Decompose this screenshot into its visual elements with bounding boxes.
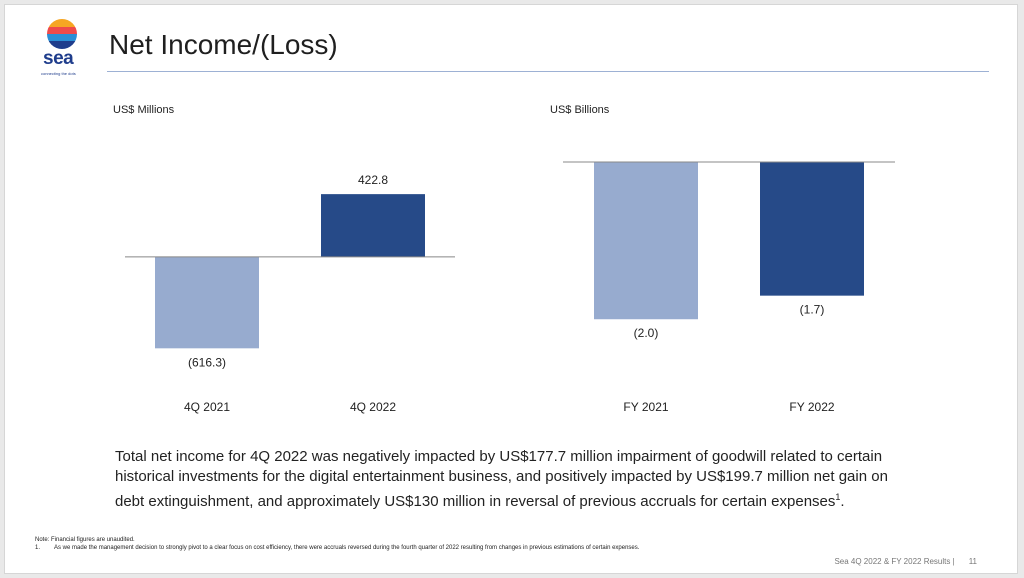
footnote-1: 1. As we made the management decision to … [35, 545, 639, 551]
note-unaudited: Note: Financial figures are unaudited. [35, 537, 135, 543]
bar-4q-2021 [155, 256, 259, 349]
data-label: 422.8 [358, 173, 388, 187]
logo-tagline: connecting the dots [41, 71, 76, 76]
data-label: (616.3) [188, 355, 226, 369]
footer: Sea 4Q 2022 & FY 2022 Results | 11 [834, 557, 977, 566]
bar-4q-2022 [321, 194, 425, 257]
title-divider [107, 71, 989, 72]
sea-logo: sea connecting the dots [41, 19, 81, 81]
net-income-annual-chart: (2.0) FY 2021 (1.7) FY 2022 [563, 161, 895, 414]
page-title: Net Income/(Loss) [109, 29, 338, 60]
category-label: FY 2021 [623, 400, 668, 414]
footnote-ref: 1 [835, 492, 841, 502]
net-income-quarterly-chart: (616.3) 4Q 2021 422.8 4Q 2022 [125, 173, 455, 414]
data-label: (1.7) [800, 303, 825, 317]
commentary-text: Total net income for 4Q 2022 was negativ… [115, 447, 915, 512]
bar-fy-2021 [594, 162, 698, 320]
logo-wordmark: sea [43, 48, 74, 69]
category-label: 4Q 2022 [350, 400, 396, 414]
commentary-body: Total net income for 4Q 2022 was negativ… [115, 448, 888, 510]
footnote-text: As we made the management decision to st… [54, 545, 640, 551]
category-label: 4Q 2021 [184, 400, 230, 414]
commentary-end: . [840, 493, 845, 510]
left-chart-unit-label: US$ Millions [113, 104, 175, 116]
bar-fy-2022 [760, 162, 864, 296]
footer-text: Sea 4Q 2022 & FY 2022 Results | [834, 557, 955, 566]
slide: sea connecting the dots Net Income/(Loss… [4, 4, 1018, 574]
category-label: FY 2022 [789, 400, 834, 414]
footnote-number: 1. [35, 545, 41, 551]
sea-logo-mark-icon [47, 19, 77, 49]
right-chart-unit-label: US$ Billions [550, 104, 610, 116]
data-label: (2.0) [634, 326, 659, 340]
page-number: 11 [968, 557, 977, 566]
